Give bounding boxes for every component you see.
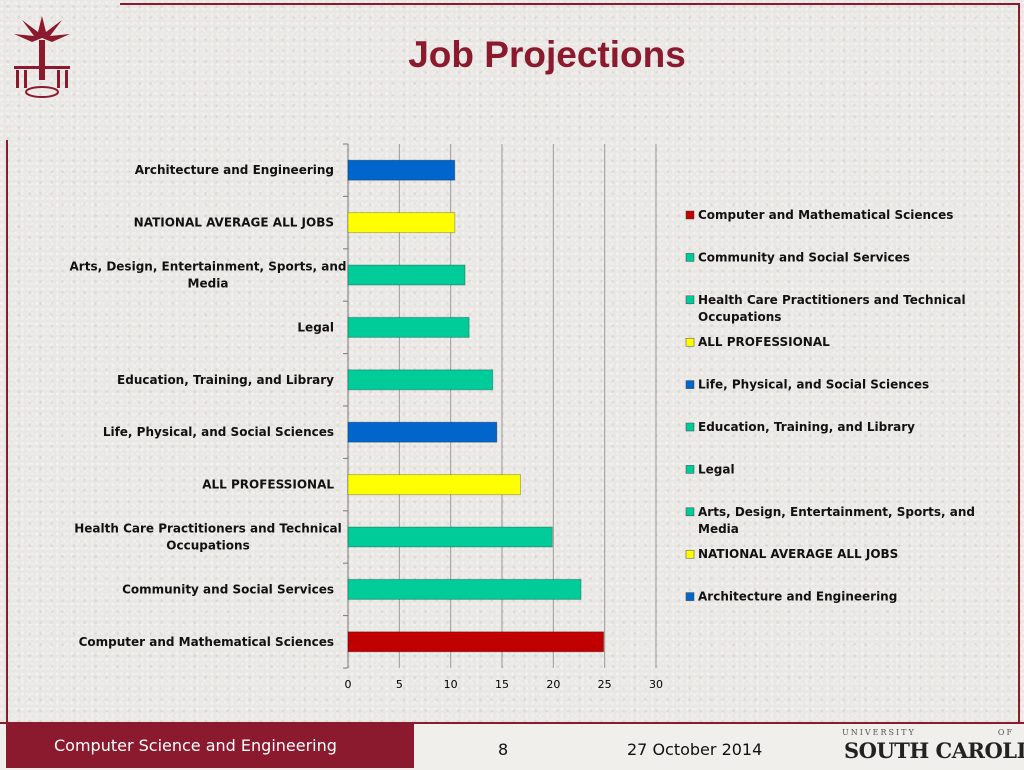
legend-label: NATIONAL AVERAGE ALL JOBS (698, 547, 898, 561)
top-border (120, 3, 1020, 5)
bar (347, 526, 553, 548)
page-number: 8 (498, 740, 509, 759)
x-tick-label: 0 (345, 678, 352, 691)
legend-label: Architecture and Engineering (698, 590, 897, 604)
bar (347, 264, 466, 286)
left-border (6, 140, 8, 725)
category-label: Health Care Practitioners and Technical O… (74, 522, 342, 553)
legend-swatch (685, 507, 695, 517)
bar (347, 212, 456, 234)
bar (347, 631, 605, 653)
category-label: Community and Social Services (122, 582, 334, 596)
legend-swatch (685, 210, 695, 220)
slide-date: 27 October 2014 (627, 740, 763, 759)
category-label: Architecture and Engineering (135, 163, 334, 177)
bar (347, 369, 494, 391)
legend-label: Community and Social Services (698, 250, 910, 264)
bar (347, 578, 582, 600)
legend-label: Health Care Practitioners and Technical O… (698, 293, 966, 324)
bar-chart: Architecture and Engineering NATIONAL AVE… (70, 143, 975, 691)
category-label: Life, Physical, and Social Sciences (103, 425, 334, 439)
usc-logo: UNIVERSITY OF SOUTH CAROLINA. (842, 728, 1024, 766)
category-label: Education, Training, and Library (117, 373, 334, 387)
bar (347, 474, 521, 496)
right-border (1018, 3, 1020, 723)
x-tick-label: 15 (495, 678, 509, 691)
x-tick-label: 20 (546, 678, 560, 691)
category-label: Computer and Mathematical Sciences (79, 635, 334, 649)
x-tick-label: 30 (649, 678, 663, 691)
category-label: Arts, Design, Entertainment, Sports, and… (70, 260, 347, 291)
palmetto-logo-icon (14, 16, 70, 98)
legend-swatch (685, 422, 695, 432)
bar (347, 316, 470, 338)
legend-swatch (685, 592, 695, 601)
legend-swatch (685, 337, 695, 347)
category-label: ALL PROFESSIONAL (202, 478, 334, 492)
x-tick-label: 5 (396, 678, 403, 691)
legend-swatch (685, 295, 695, 305)
bar (347, 159, 456, 181)
legend-label: Arts, Design, Entertainment, Sports, and… (698, 505, 975, 536)
legend-label: Legal (698, 462, 735, 476)
legend-label: Education, Training, and Library (698, 420, 915, 434)
x-tick-label: 25 (598, 678, 612, 691)
x-tick-label: 10 (444, 678, 458, 691)
slide-title: Job Projections (408, 34, 686, 75)
legend-swatch (685, 253, 695, 262)
category-label: Legal (297, 320, 334, 334)
footer-department: Computer Science and Engineering (54, 736, 337, 755)
usc-logo-top: UNIVERSITY OF (842, 728, 1014, 737)
bar (347, 421, 498, 443)
usc-logo-main: SOUTH CAROLINA. (844, 738, 1024, 763)
legend-label: Life, Physical, and Social Sciences (698, 378, 929, 392)
legend-swatch (685, 549, 695, 559)
legend-swatch (685, 380, 695, 389)
category-label: NATIONAL AVERAGE ALL JOBS (134, 216, 334, 230)
footer-department-box (6, 722, 414, 768)
legend-label: ALL PROFESSIONAL (698, 335, 830, 349)
legend-label: Computer and Mathematical Sciences (698, 208, 953, 222)
legend-swatch (685, 465, 695, 474)
